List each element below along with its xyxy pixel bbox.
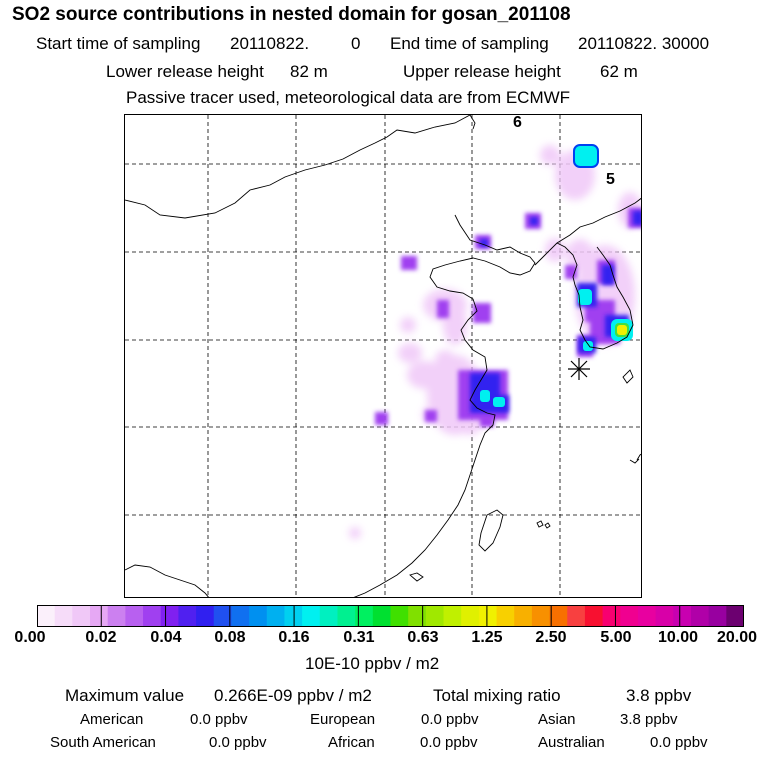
colorbar-tick-label: 10.00 [657, 629, 699, 646]
end-time-value: 20110822. 30000 [578, 34, 710, 53]
max-value-label: Maximum value [65, 686, 185, 705]
region-name: European [310, 711, 376, 728]
colorbar-cell [549, 605, 568, 627]
colorbar-tick-label: 20.00 [716, 629, 758, 646]
colorbar-cell [302, 605, 321, 627]
region-value: 0.0 ppbv [421, 711, 479, 728]
start-time-hour: 0 [351, 34, 361, 53]
colorbar-cell [372, 605, 392, 627]
end-time-label: End time of sampling [390, 34, 549, 53]
region-value: 0.0 ppbv [209, 734, 267, 751]
colorbar-cell [708, 605, 727, 627]
colorbar-cell [231, 605, 250, 627]
colorbar-cell [125, 605, 144, 627]
colorbar-cell [266, 605, 286, 627]
colorbar-tick-label: 0.00 [14, 629, 46, 646]
colorbar-unit: 10E-10 ppbv / m2 [305, 654, 440, 673]
colorbar-cell [584, 605, 604, 627]
colorbar-cell [620, 605, 639, 627]
region-name: South American [50, 734, 156, 751]
colorbar-cell [390, 605, 409, 627]
station-marker [568, 358, 590, 380]
colorbar-cell [637, 605, 657, 627]
upper-height-label: Upper release height [403, 62, 561, 81]
region-value: 0.0 ppbv [650, 734, 708, 751]
colorbar-cell [337, 605, 356, 627]
colorbar-cell [478, 605, 498, 627]
max-value: 0.266E-09 ppbv / m2 [214, 686, 372, 705]
chart-title: SO2 source contributions in nested domai… [12, 4, 571, 25]
colorbar-dividers [100, 605, 681, 627]
colorbar-cells [37, 605, 744, 627]
region-name: American [80, 711, 144, 728]
colorbar-tick-label: 0.31 [343, 629, 375, 646]
colorbar-cell [690, 605, 710, 627]
total-mixing-label: Total mixing ratio [433, 686, 561, 705]
region-name: Asian [538, 711, 576, 728]
colorbar-cell [514, 605, 533, 627]
map-panel: 6 5 [124, 114, 642, 598]
region-value: 0.0 ppbv [190, 711, 248, 728]
upper-height-value: 62 m [600, 62, 638, 81]
colorbar-cell [196, 605, 215, 627]
colorbar-cell [107, 605, 126, 627]
plume-layer [349, 144, 641, 539]
colorbar-tick-label: 0.04 [150, 629, 182, 646]
start-time-label: Start time of sampling [36, 34, 201, 53]
total-mixing-value: 3.8 ppbv [626, 686, 692, 705]
start-time-value: 20110822. [230, 34, 310, 53]
colorbar-cell [425, 605, 445, 627]
colorbar-cell [531, 605, 551, 627]
colorbar-cell [72, 605, 91, 627]
region-name: Australian [538, 734, 605, 751]
colorbar-cell [567, 605, 586, 627]
colorbar-tick-label: 2.50 [535, 629, 567, 646]
coastlines [125, 115, 641, 597]
colorbar [37, 605, 744, 627]
map-label-5: 5 [606, 171, 615, 188]
colorbar-tick-label: 0.02 [85, 629, 117, 646]
colorbar-tick-label: 0.16 [278, 629, 310, 646]
colorbar-cell [249, 605, 268, 627]
colorbar-tick-label: 1.25 [471, 629, 503, 646]
region-value: 0.0 ppbv [420, 734, 478, 751]
colorbar-cell [143, 605, 162, 627]
colorbar-cell [90, 605, 109, 627]
map-canvas: 6 5 [125, 115, 641, 597]
map-label-6: 6 [513, 115, 522, 131]
region-value: 3.8 ppbv [620, 711, 678, 728]
colorbar-cell [178, 605, 197, 627]
colorbar-tick-label: 0.08 [214, 629, 246, 646]
tracer-note: Passive tracer used, meteorological data… [126, 88, 571, 107]
colorbar-cell [319, 605, 339, 627]
colorbar-cell [673, 605, 692, 627]
colorbar-cell [213, 605, 233, 627]
colorbar-tick-label: 0.63 [407, 629, 439, 646]
region-name: African [328, 734, 375, 751]
colorbar-cell [655, 605, 674, 627]
colorbar-tick-label: 5.00 [600, 629, 632, 646]
lower-height-label: Lower release height [106, 62, 264, 81]
plume-yellow-core [617, 325, 627, 335]
colorbar-cell [355, 605, 374, 627]
colorbar-cell [408, 605, 427, 627]
colorbar-cell [160, 605, 180, 627]
lower-height-value: 82 m [290, 62, 328, 81]
colorbar-cell [496, 605, 515, 627]
grid-lines [125, 115, 641, 597]
colorbar-cell [54, 605, 73, 627]
colorbar-cell [461, 605, 480, 627]
colorbar-cell [726, 605, 744, 627]
colorbar-cell [37, 605, 56, 627]
colorbar-cell [602, 605, 621, 627]
colorbar-cell [443, 605, 462, 627]
